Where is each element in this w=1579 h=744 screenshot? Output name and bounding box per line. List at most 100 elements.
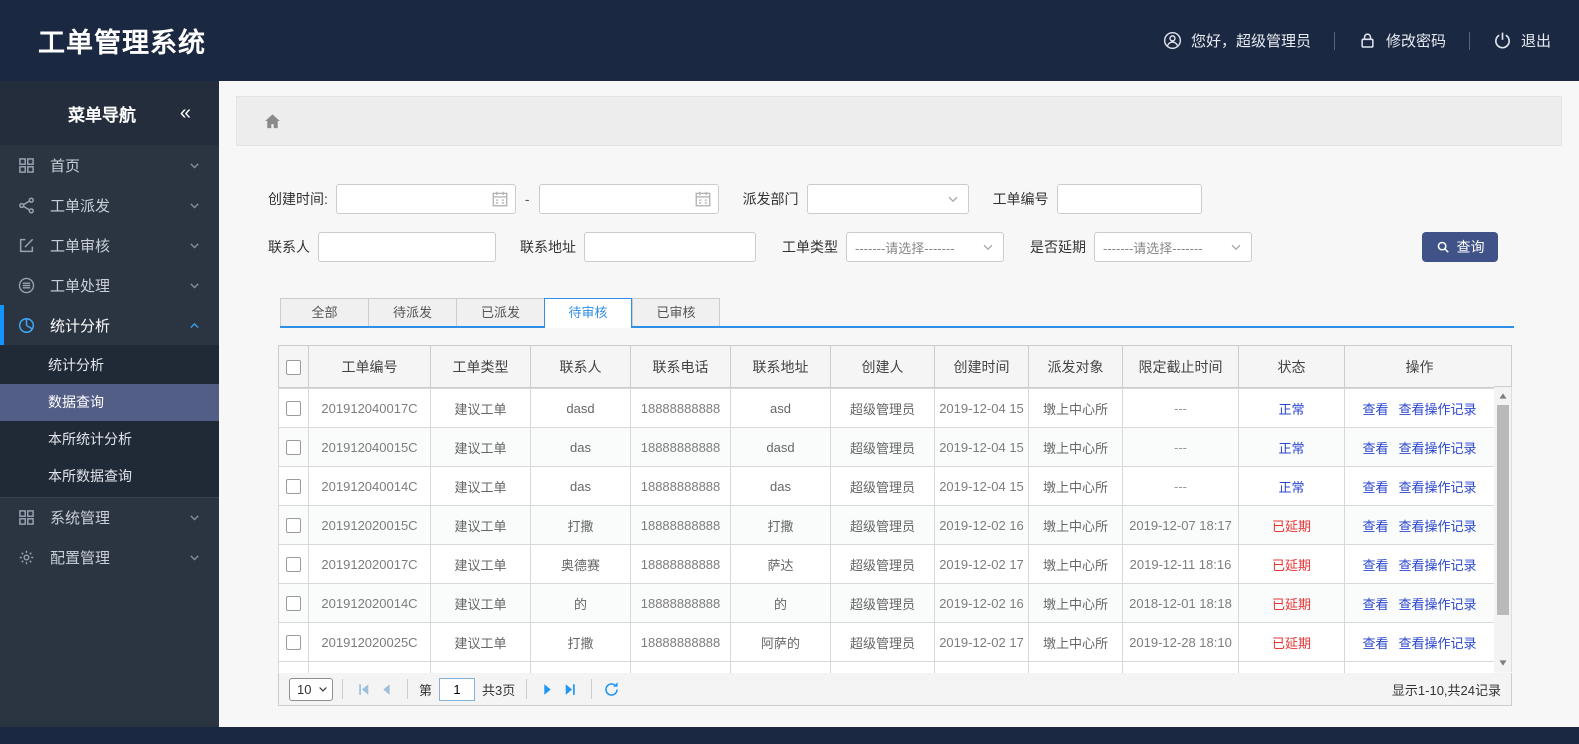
row-checkbox[interactable] — [286, 557, 301, 573]
cell-empty — [1344, 661, 1494, 673]
logout-button[interactable]: 退出 — [1493, 30, 1551, 51]
sidebar-item-config[interactable]: 配置管理 — [0, 537, 219, 577]
view-log-link[interactable]: 查看操作记录 — [1398, 635, 1477, 651]
next-page-icon[interactable] — [539, 681, 556, 698]
order-no-label: 工单编号 — [992, 191, 1049, 207]
home-icon[interactable] — [263, 112, 282, 131]
view-link[interactable]: 查看 — [1362, 557, 1389, 573]
tab-all[interactable]: 全部 — [280, 298, 368, 326]
cell-creator: 超级管理员 — [830, 466, 935, 506]
sidebar-submenu: 统计分析数据查询本所统计分析 本所数据查询 — [0, 345, 219, 497]
prev-page-icon[interactable] — [378, 681, 395, 698]
sidebar-item-process[interactable]: 工单处理 — [0, 265, 219, 305]
cell-target: 墩上中心所 — [1028, 583, 1123, 623]
scrollbar-header-stub — [1494, 345, 1512, 387]
tab-dispatched[interactable]: 已派发 — [456, 298, 544, 326]
view-link[interactable]: 查看 — [1362, 440, 1389, 456]
cell-target: 墩上中心所 — [1028, 466, 1123, 506]
table-scrollbar — [1494, 345, 1512, 672]
sidebar-item-review[interactable]: 工单审核 — [0, 225, 219, 265]
calendar-icon[interactable] — [491, 190, 509, 208]
contact-input[interactable] — [318, 232, 496, 262]
scroll-up-icon[interactable] — [1496, 389, 1510, 403]
address-label: 联系地址 — [520, 239, 576, 255]
select-all-checkbox[interactable] — [286, 359, 301, 375]
top-header: 工单管理系统 您好，超级管理员 修改密码 退出 — [0, 0, 1579, 81]
row-checkbox[interactable] — [286, 635, 301, 651]
view-log-link[interactable]: 查看操作记录 — [1398, 518, 1477, 534]
sidebar-item-home[interactable]: 首页 — [0, 145, 219, 185]
status-badge: 已延期 — [1271, 518, 1311, 534]
user-icon — [1163, 31, 1182, 50]
header-cell: 联系地址 — [730, 345, 831, 388]
page-number-input[interactable] — [439, 677, 476, 701]
create-time-end-input[interactable] — [538, 184, 719, 214]
sidebar-item-label: 首页 — [50, 157, 81, 175]
cell-created: 2019-12-02 16 — [934, 583, 1029, 623]
view-log-link[interactable]: 查看操作记录 — [1398, 557, 1477, 573]
delay-select[interactable]: -------请选择------- — [1094, 232, 1252, 262]
dispatch-dept-label: 派发部门 — [742, 191, 799, 207]
order-no-input[interactable] — [1056, 184, 1202, 214]
view-log-link[interactable]: 查看操作记录 — [1398, 596, 1477, 612]
sidebar-subitem-branch-stats[interactable]: 本所统计分析 — [48, 431, 132, 447]
tab-to-review[interactable]: 待审核 — [544, 298, 632, 328]
process-icon — [18, 277, 35, 294]
sidebar-subitem-data-query[interactable]: 数据查询 — [0, 384, 219, 421]
chevron-down-icon — [317, 683, 329, 695]
first-page-icon[interactable] — [355, 681, 372, 698]
sidebar-subitem-stats-analysis[interactable]: 统计分析 — [48, 357, 104, 373]
order-type-select[interactable]: -------请选择------- — [846, 232, 1004, 262]
calendar-icon[interactable] — [694, 190, 712, 208]
cell-checkbox — [278, 544, 309, 584]
view-link[interactable]: 查看 — [1362, 635, 1389, 651]
sidebar-collapse-icon[interactable]: « — [179, 102, 191, 124]
row-checkbox[interactable] — [286, 518, 301, 534]
scroll-down-icon[interactable] — [1496, 656, 1510, 670]
greeting-text: 您好，超级管理员 — [1190, 33, 1311, 50]
scrollbar-thumb[interactable] — [1497, 405, 1509, 615]
cell-empty — [934, 661, 1029, 673]
tab-reviewed[interactable]: 已审核 — [632, 298, 720, 326]
scrollbar-track[interactable] — [1494, 387, 1512, 672]
grid-icon — [18, 509, 35, 526]
row-checkbox[interactable] — [286, 440, 301, 456]
sidebar-item-stats[interactable]: 统计分析 — [0, 305, 219, 345]
dispatch-dept-select[interactable] — [806, 184, 969, 214]
sidebar-item-dispatch[interactable]: 工单派发 — [0, 185, 219, 225]
view-link[interactable]: 查看 — [1362, 479, 1389, 495]
date-range-separator: - — [524, 191, 530, 207]
filter-row-1: 创建时间: - 派发部门 工单编号 — [268, 184, 1562, 214]
refresh-icon[interactable] — [603, 681, 620, 698]
cell-phone: 18888888888 — [630, 622, 731, 662]
table-row: 201912040015C 建议工单 das 18888888888 dasd 超级管理员… — [278, 427, 1494, 467]
view-link[interactable]: 查看 — [1362, 518, 1389, 534]
table-row: 201912040017C 建议工单 dasd 18888888888 asd 超级管理员… — [278, 388, 1494, 428]
view-log-link[interactable]: 查看操作记录 — [1398, 440, 1477, 456]
sidebar-item-system[interactable]: 系统管理 — [0, 497, 219, 537]
user-greeting[interactable]: 您好，超级管理员 — [1163, 30, 1311, 51]
row-checkbox[interactable] — [286, 479, 301, 495]
last-page-icon[interactable] — [562, 681, 579, 698]
view-log-link[interactable]: 查看操作记录 — [1398, 479, 1477, 495]
cell-deadline: 2018-12-01 18:18 — [1122, 583, 1239, 623]
view-log-link[interactable]: 查看操作记录 — [1398, 401, 1477, 417]
row-checkbox[interactable] — [286, 401, 301, 417]
cell-phone: 18888888888 — [630, 427, 731, 467]
table-header-row: 工单编号 工单类型 联系人 联系电话 联系地址 创建人 创建时间 派发对象 限定截止时间 状态 操作 — [278, 345, 1495, 388]
row-checkbox[interactable] — [286, 596, 301, 612]
address-input[interactable] — [584, 232, 756, 262]
cell-creator: 超级管理员 — [830, 583, 935, 623]
sidebar-subitem-branch-data-query[interactable]: 本所数据查询 — [48, 468, 132, 484]
app-title: 工单管理系统 — [38, 28, 206, 58]
create-time-start-input[interactable] — [335, 184, 516, 214]
table-row-partial — [278, 661, 1494, 673]
cell-status: 正常 — [1238, 466, 1345, 506]
change-password-button[interactable]: 修改密码 — [1358, 30, 1446, 51]
cell-type: 建议工单 — [430, 427, 531, 467]
page-size-select[interactable]: 10 — [289, 677, 333, 701]
view-link[interactable]: 查看 — [1362, 401, 1389, 417]
view-link[interactable]: 查看 — [1362, 596, 1389, 612]
search-button[interactable]: 查询 — [1422, 232, 1498, 262]
tab-to-dispatch[interactable]: 待派发 — [368, 298, 456, 326]
